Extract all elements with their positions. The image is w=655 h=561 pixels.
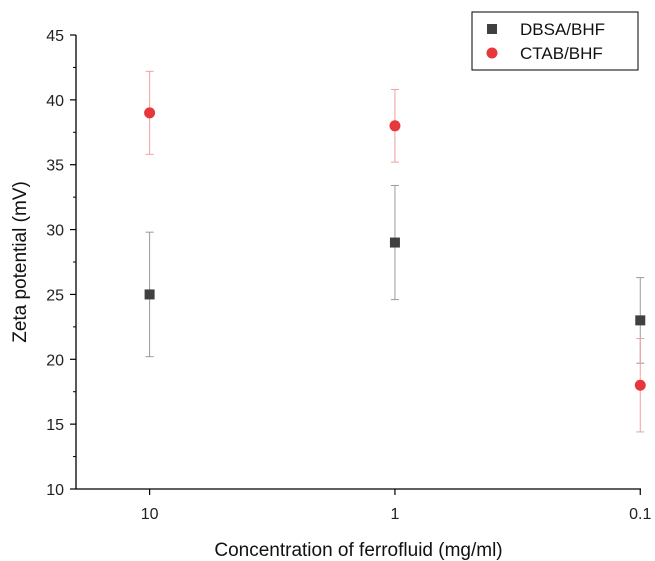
data-point-ctab-bhf <box>389 120 401 132</box>
y-tick-label: 10 <box>46 482 64 499</box>
data-point-dbsa-bhf <box>635 315 646 326</box>
x-tick-label: 0.1 <box>629 506 651 523</box>
y-tick-label: 15 <box>46 417 64 434</box>
y-axis: 10 15 20 25 30 35 40 45 <box>46 28 76 499</box>
y-tick-label: 45 <box>46 28 64 45</box>
y-tick-label: 20 <box>46 352 64 369</box>
legend-label: CTAB/BHF <box>520 44 603 63</box>
x-tick-label: 1 <box>390 506 399 523</box>
y-tick-label: 30 <box>46 223 64 240</box>
plot-frame <box>75 35 641 490</box>
data-point-ctab-bhf <box>144 107 156 119</box>
legend-label: DBSA/BHF <box>520 20 605 39</box>
y-tick-label: 35 <box>46 158 64 175</box>
x-axis: 10 1 0.1 <box>141 489 651 523</box>
data-point-dbsa-bhf <box>389 237 400 248</box>
y-axis-title: Zeta potential (mV) <box>10 181 31 343</box>
legend-marker <box>487 24 497 34</box>
y-tick-label: 40 <box>46 93 64 110</box>
x-tick-label: 10 <box>141 506 159 523</box>
data-point-ctab-bhf <box>634 379 646 391</box>
legend-marker <box>486 47 498 59</box>
legend: DBSA/BHF CTAB/BHF <box>471 11 639 71</box>
y-tick-label: 25 <box>46 287 64 304</box>
legend-box <box>471 11 639 71</box>
x-axis-title: Concentration of ferrofluid (mg/ml) <box>214 540 502 561</box>
data-point-dbsa-bhf <box>144 289 155 300</box>
plot-marks <box>144 70 646 433</box>
